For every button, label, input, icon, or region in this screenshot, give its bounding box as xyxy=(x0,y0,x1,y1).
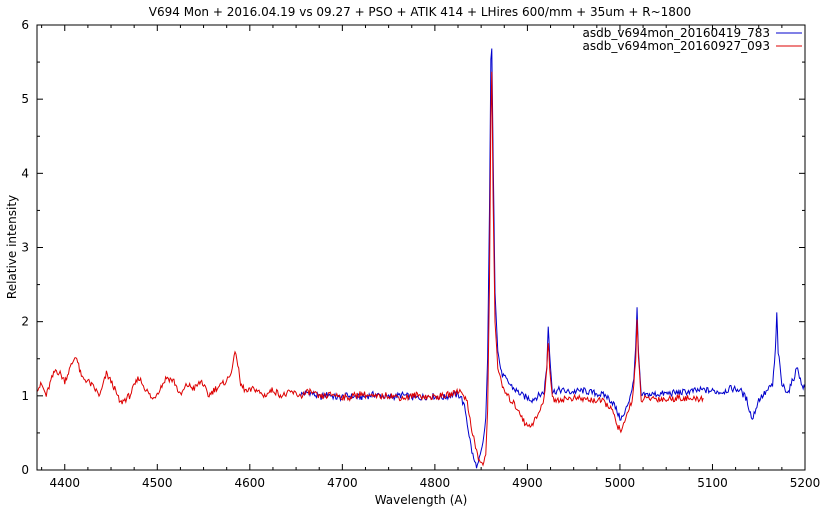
x-tick-label: 4900 xyxy=(512,476,543,490)
y-axis-label: Relative intensity xyxy=(5,195,19,299)
x-tick-label: 5200 xyxy=(790,476,820,490)
legend-label: asdb_v694mon_20160419_783 xyxy=(583,26,770,40)
x-tick-label: 5000 xyxy=(605,476,636,490)
y-tick-label: 2 xyxy=(21,315,29,329)
y-axis: 0 1 2 3 4 5 6 xyxy=(21,18,805,477)
x-axis: 4400 4500 4600 4700 4800 4900 5000 5100 5200 xyxy=(41,25,820,490)
x-tick-label: 4400 xyxy=(49,476,80,490)
chart-title: V694 Mon + 2016.04.19 vs 09.27 + PSO + A… xyxy=(149,5,691,19)
y-tick-label: 6 xyxy=(21,18,29,32)
legend: asdb_v694mon_20160419_783asdb_v694mon_20… xyxy=(583,26,802,53)
x-tick-label: 4700 xyxy=(327,476,358,490)
y-tick-label: 3 xyxy=(21,241,29,255)
x-tick-label: 4600 xyxy=(235,476,266,490)
y-tick-label: 1 xyxy=(21,389,29,403)
x-axis-label: Wavelength (A) xyxy=(375,493,468,507)
y-tick-label: 0 xyxy=(21,463,29,477)
plot-frame xyxy=(36,24,806,471)
series-line-1 xyxy=(300,48,805,469)
y-tick-label: 4 xyxy=(21,166,29,180)
x-tick-label: 5100 xyxy=(697,476,728,490)
x-tick-label: 4500 xyxy=(142,476,173,490)
series-line-2 xyxy=(37,71,704,467)
legend-label: asdb_v694mon_20160927_093 xyxy=(583,39,770,53)
y-tick-label: 5 xyxy=(21,92,29,106)
x-tick-label: 4800 xyxy=(420,476,451,490)
